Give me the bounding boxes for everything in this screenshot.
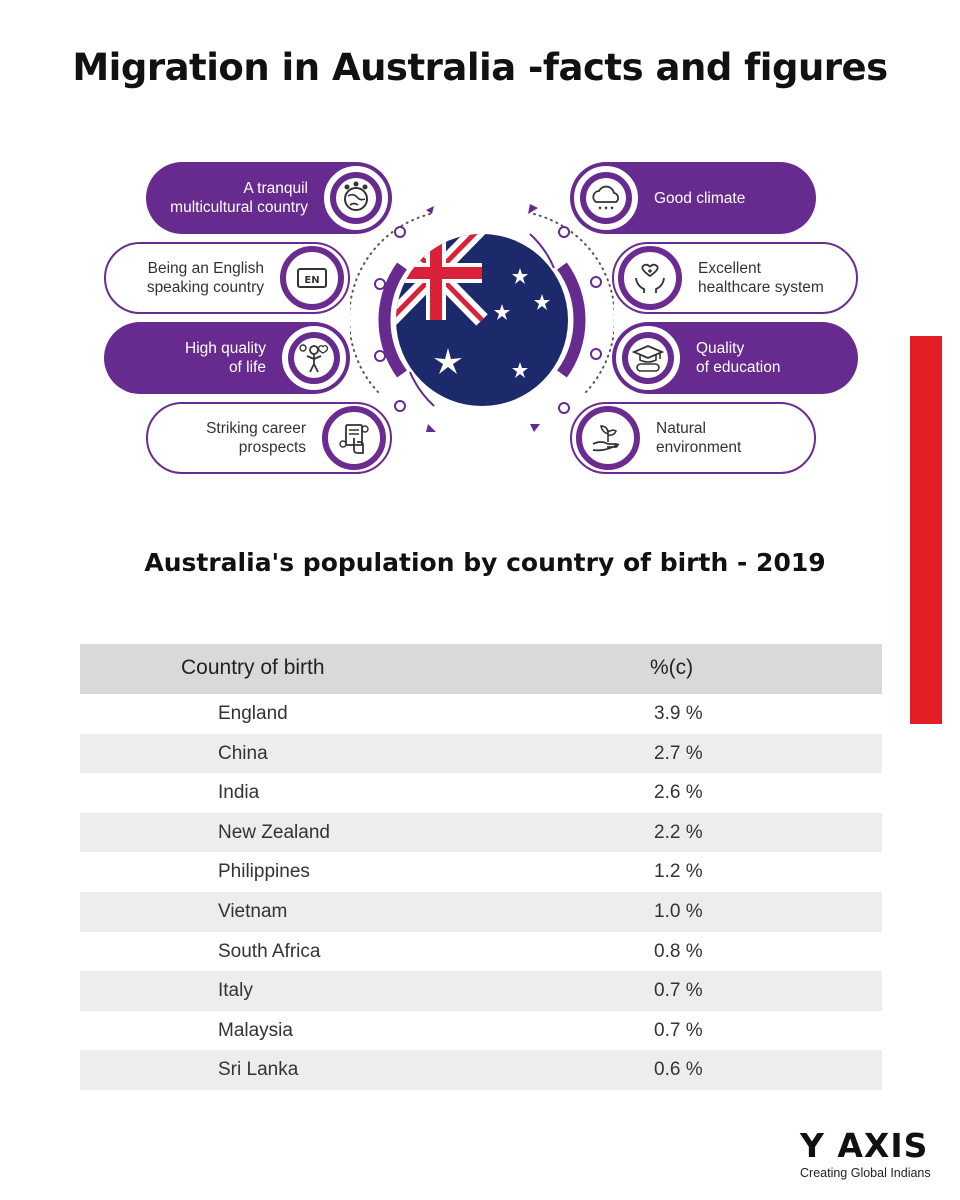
plant-hand-icon	[588, 418, 628, 458]
node-dot	[558, 402, 570, 414]
node-dot	[394, 400, 406, 412]
weather-cloud-icon	[586, 178, 626, 218]
logo-tagline: Creating Global Indians	[800, 1166, 931, 1180]
table-row: South Africa 0.8 %	[80, 932, 882, 972]
table-title: Australia's population by country of bir…	[144, 548, 826, 577]
feature-healthcare: Excellent healthcare system	[612, 242, 858, 314]
feature-label: speaking country	[146, 279, 264, 296]
happy-person-icon	[294, 338, 334, 378]
thin-arc	[529, 233, 555, 269]
table-row: England 3.9 %	[80, 694, 882, 734]
country-cell: Sri Lanka	[218, 1059, 299, 1081]
feature-label: prospects	[238, 439, 306, 456]
arrow-head	[426, 206, 434, 214]
percent-cell: 2.6 %	[654, 782, 703, 804]
logo-name: Y AXIS	[800, 1126, 929, 1165]
percent-cell: 2.7 %	[654, 742, 703, 764]
southern-cross-stars	[434, 268, 550, 378]
country-cell: Malaysia	[218, 1019, 293, 1041]
feature-label: Quality	[696, 340, 745, 357]
table-row: India 2.6 %	[80, 773, 882, 813]
healthcare-hands-icon	[630, 258, 670, 298]
table-row: Sri Lanka 0.6 %	[80, 1050, 882, 1090]
feature-label: multicultural country	[170, 199, 308, 216]
table-row: China 2.7 %	[80, 733, 882, 774]
feature-label: healthcare system	[698, 279, 824, 296]
feature-label: Good climate	[654, 189, 746, 207]
feature-label: A tranquil	[243, 180, 308, 197]
en-badge-text: EN	[304, 275, 319, 286]
table-row: Italy 0.7 %	[80, 971, 882, 1011]
feature-multicultural: A tranquil multicultural country	[146, 162, 392, 234]
percent-cell: 2.2 %	[654, 821, 703, 843]
percent-cell: 0.7 %	[654, 1019, 703, 1041]
percent-cell: 0.8 %	[654, 940, 703, 962]
country-cell: India	[218, 782, 260, 804]
population-table: Country of birth %(c) England 3.9 % China 2…	[80, 644, 882, 1090]
globe-people-icon	[336, 178, 376, 218]
country-cell: England	[218, 703, 288, 724]
arrow-head	[426, 424, 436, 432]
feature-education: Quality of education	[612, 322, 858, 394]
table-row: Vietnam 1.0 %	[80, 891, 882, 932]
feature-label: High quality	[185, 340, 266, 357]
feature-career-prospects: Striking career prospects	[146, 402, 392, 474]
career-touch-icon	[334, 418, 374, 458]
feature-label: Being an English	[147, 260, 264, 277]
node-dot	[590, 276, 602, 288]
feature-label: environment	[656, 439, 742, 456]
en-language-icon: EN	[292, 258, 332, 298]
feature-good-climate: Good climate	[570, 162, 816, 234]
feature-label: of life	[228, 359, 266, 376]
node-dot	[374, 350, 386, 362]
table-row: Malaysia 0.7 %	[80, 1011, 882, 1051]
yaxis-logo: Y AXIS Creating Global Indians	[800, 1126, 940, 1181]
percent-cell: 0.7 %	[654, 980, 703, 1002]
percent-cell: 1.2 %	[654, 861, 703, 883]
feature-label: Excellent	[698, 260, 761, 277]
graduation-cap-icon	[628, 338, 668, 378]
feature-label: of education	[696, 359, 781, 376]
inner-arc-right	[557, 262, 586, 378]
feature-label: Natural	[656, 420, 706, 437]
country-cell: New Zealand	[218, 821, 330, 843]
column-header-percent: %(c)	[650, 656, 694, 679]
percent-cell: 0.6 %	[654, 1059, 703, 1081]
country-cell: Philippines	[218, 861, 310, 883]
feature-english-speaking: Being an English speaking country EN	[104, 242, 350, 314]
table-header: Country of birth %(c)	[80, 644, 882, 694]
country-cell: China	[218, 742, 268, 764]
feature-natural-environment: Natural environment	[570, 402, 816, 474]
feature-label: Striking career	[206, 420, 306, 437]
node-dot	[394, 226, 406, 238]
page-title: Migration in Australia -facts and figure…	[72, 46, 888, 89]
red-accent-bar	[910, 336, 942, 724]
thin-arc	[409, 371, 435, 407]
percent-cell: 3.9 %	[654, 703, 703, 724]
inner-arc-left	[378, 262, 407, 378]
australia-flag-emblem	[350, 204, 614, 432]
node-dot	[590, 348, 602, 360]
table-row: Philippines 1.2 %	[80, 852, 882, 892]
node-dot	[558, 226, 570, 238]
arrow-head	[530, 424, 540, 432]
percent-cell: 1.0 %	[654, 900, 703, 922]
node-dot	[374, 278, 386, 290]
country-cell: South Africa	[218, 940, 321, 962]
column-header-country: Country of birth	[181, 656, 325, 679]
arrow-head	[528, 204, 538, 214]
country-cell: Vietnam	[218, 900, 288, 922]
table-row: New Zealand 2.2 %	[80, 812, 882, 853]
country-cell: Italy	[218, 980, 253, 1002]
feature-quality-of-life: High quality of life	[104, 322, 350, 394]
